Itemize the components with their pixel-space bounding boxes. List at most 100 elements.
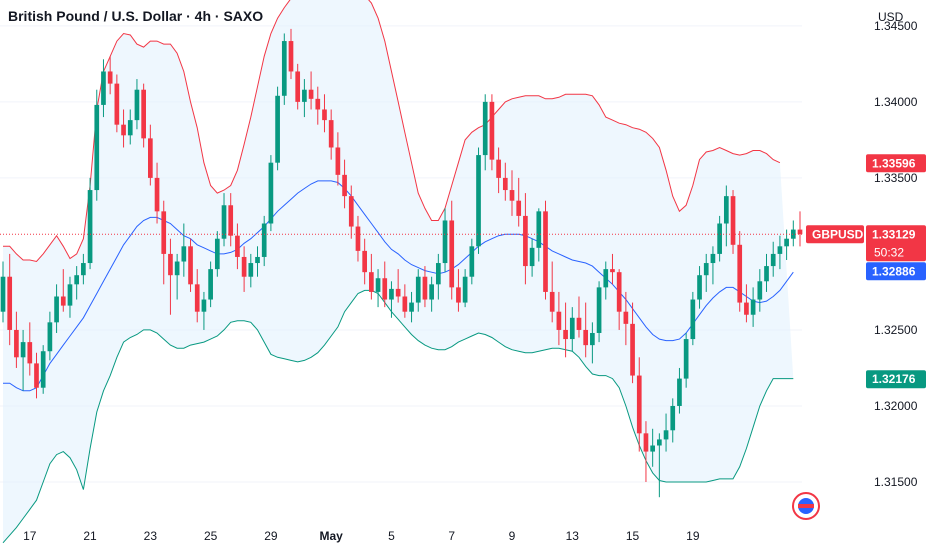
candle-body xyxy=(683,339,689,379)
y-tick-label: 1.32000 xyxy=(874,399,918,413)
chart-title: British Pound / U.S. Dollar · 4h · SAXO xyxy=(8,8,264,24)
candle-body xyxy=(20,342,26,358)
candle-body xyxy=(261,223,267,257)
candle-body xyxy=(703,263,709,276)
candle-body xyxy=(777,246,783,254)
candle-body xyxy=(556,311,562,330)
candle-body xyxy=(255,256,260,264)
candle-body xyxy=(134,89,140,121)
candle-body xyxy=(549,291,555,312)
candle-body xyxy=(355,226,361,251)
candle-body xyxy=(616,272,622,312)
candle-body xyxy=(456,287,461,303)
candle-body xyxy=(482,101,488,156)
x-tick-label: 29 xyxy=(264,529,278,543)
candle-body xyxy=(7,276,13,330)
candle-body xyxy=(34,363,39,388)
candle-body xyxy=(449,220,455,288)
candle-body xyxy=(402,296,408,312)
y-tick-label: 1.34500 xyxy=(874,19,918,33)
candle-body xyxy=(148,138,153,178)
candle-body xyxy=(543,211,548,292)
candle-body xyxy=(201,299,207,312)
candle-body xyxy=(569,317,575,340)
candle-body xyxy=(302,89,307,102)
candle-body xyxy=(770,253,776,267)
candle-body xyxy=(174,261,180,276)
upper-band-label-value: 1.33596 xyxy=(872,156,916,170)
last-price-label-box xyxy=(866,225,926,262)
candle-body xyxy=(435,263,441,285)
candle-body xyxy=(523,215,528,267)
candle-body xyxy=(322,109,327,121)
candle-body xyxy=(576,317,582,330)
y-tick-label: 1.33500 xyxy=(874,171,918,185)
candle-body xyxy=(181,246,187,262)
candle-body xyxy=(288,41,294,72)
candle-body xyxy=(583,329,589,346)
candle-body xyxy=(657,439,662,446)
candle-body xyxy=(563,329,568,340)
x-tick-label: May xyxy=(320,529,344,543)
lower-band-label-value: 1.32176 xyxy=(872,372,916,386)
candle-body xyxy=(60,296,66,306)
candle-body xyxy=(194,284,200,312)
candle-body xyxy=(790,229,796,239)
currency-label[interactable]: USD xyxy=(878,10,904,24)
candle-body xyxy=(429,284,434,300)
lower-band-label-box xyxy=(866,370,926,389)
candle-body xyxy=(214,238,220,270)
candle-body xyxy=(476,155,481,247)
basis-label-box xyxy=(866,262,926,281)
candle-body xyxy=(67,284,73,306)
candle-body xyxy=(757,281,763,300)
candle-body xyxy=(422,276,428,300)
candle-body xyxy=(315,98,321,110)
candle-body xyxy=(40,351,46,388)
y-tick-label: 1.34000 xyxy=(874,95,918,109)
candle-body xyxy=(208,269,213,300)
candle-body xyxy=(623,311,629,324)
candle-body xyxy=(415,276,421,303)
candle-body xyxy=(342,174,347,197)
candle-body xyxy=(650,445,655,452)
candle-body xyxy=(188,246,193,285)
upper-band-label-box xyxy=(866,154,926,173)
x-tick-label: 15 xyxy=(626,529,640,543)
candle-body xyxy=(750,299,756,315)
candle-body xyxy=(74,275,80,285)
candle-body xyxy=(389,288,394,300)
candle-body xyxy=(670,405,676,431)
candle-body xyxy=(723,196,729,224)
candle-body xyxy=(161,211,167,254)
candle-body xyxy=(663,430,669,440)
candle-body xyxy=(348,196,354,227)
candle-body xyxy=(275,95,280,163)
candle-body xyxy=(744,302,749,315)
x-tick-label: 25 xyxy=(204,529,218,543)
candle-body xyxy=(610,269,615,273)
candle-body xyxy=(509,190,515,201)
candle-body xyxy=(54,296,59,323)
x-tick-label: 21 xyxy=(83,529,97,543)
candle-body xyxy=(717,223,722,254)
candle-body xyxy=(308,89,314,99)
candle-body xyxy=(328,120,334,148)
candle-body xyxy=(737,244,743,303)
candle-body xyxy=(603,269,609,288)
candle-body xyxy=(489,101,495,160)
candle-body xyxy=(168,253,173,276)
candle-body xyxy=(697,275,702,300)
candle-body xyxy=(462,276,468,303)
candle-body xyxy=(590,332,595,346)
x-tick-label: 9 xyxy=(509,529,516,543)
candle-body xyxy=(784,238,789,247)
candle-body xyxy=(228,205,234,236)
bollinger-upper-line xyxy=(3,0,781,263)
candle-body xyxy=(221,205,227,239)
candle-body xyxy=(27,342,33,364)
candle-body xyxy=(141,89,146,139)
candle-body xyxy=(596,287,602,333)
